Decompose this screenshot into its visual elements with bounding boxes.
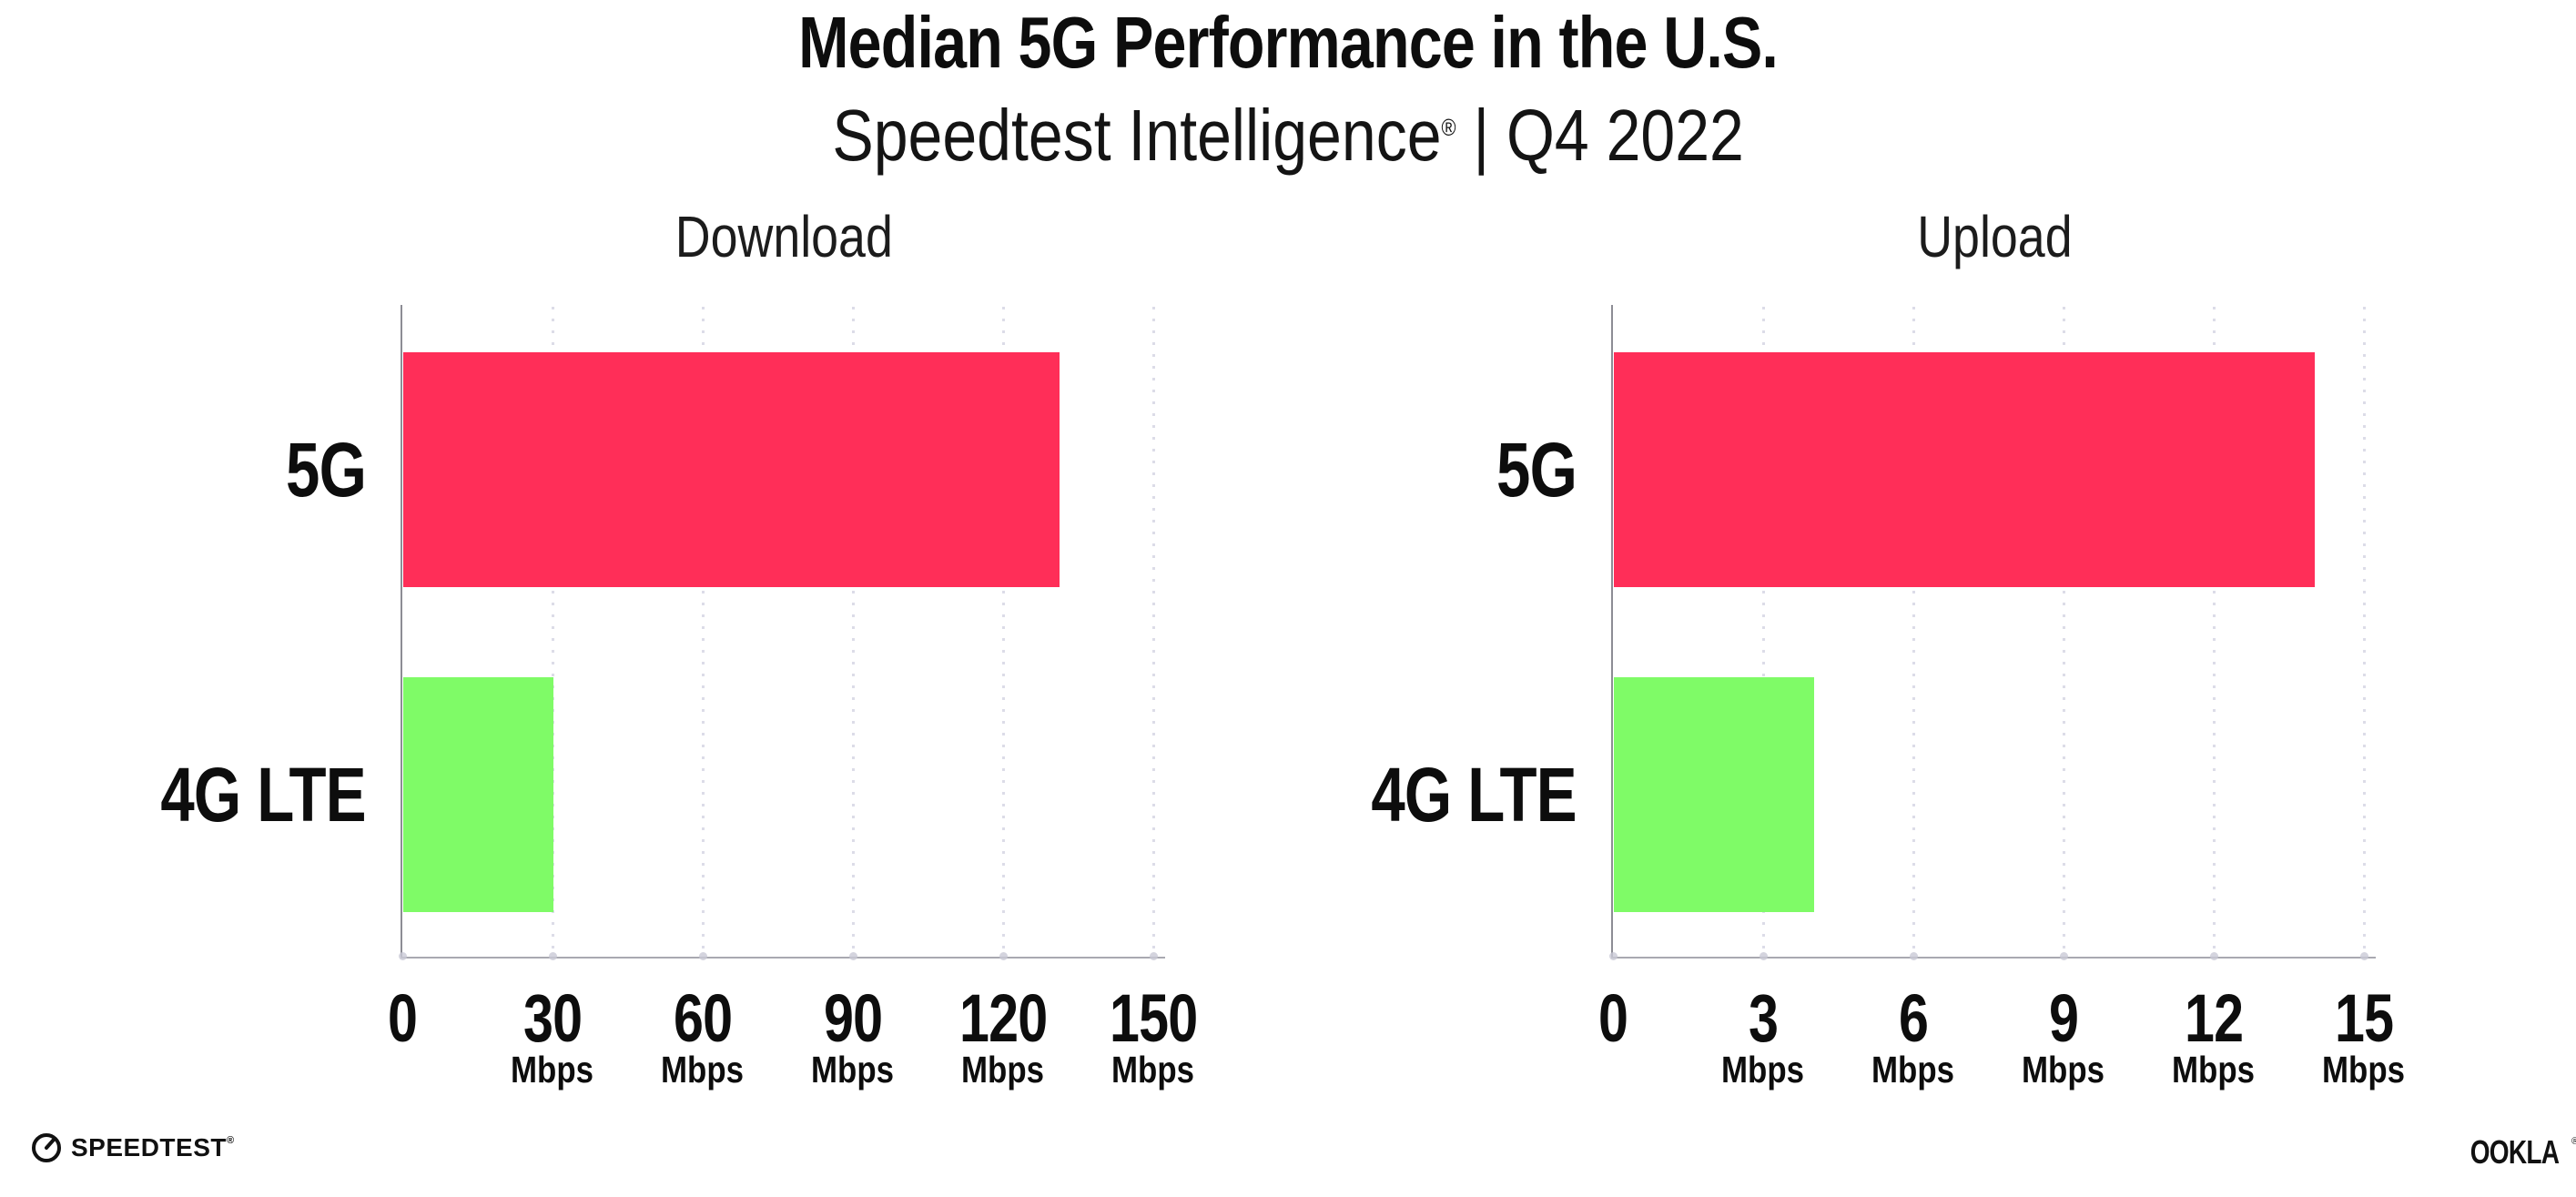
- gridline-120: [1002, 307, 1005, 957]
- category-label-4g-lte: 4G LTE: [160, 752, 367, 837]
- tick-mark-150: [1150, 952, 1158, 960]
- speedtest-logo: SPEEDTEST®: [30, 1131, 235, 1164]
- speedtest-registered-icon: ®: [226, 1135, 235, 1146]
- bar-4g-lte: [1614, 677, 1814, 912]
- subtitle-period: | Q4 2022: [1455, 94, 1744, 176]
- ookla-logo: OOKLA ®: [2458, 1136, 2576, 1169]
- gridline-9: [2063, 307, 2065, 957]
- upload-x-axis-line: [1611, 957, 2376, 959]
- download-chart-title: Download: [674, 204, 893, 269]
- tick-mark-0: [399, 952, 407, 960]
- tick-mark-30: [549, 952, 557, 960]
- x-tick-unit-90: Mbps: [811, 1049, 895, 1090]
- x-tick-label-30: 30: [522, 980, 583, 1056]
- tick-mark-60: [699, 952, 707, 960]
- x-tick-unit-30: Mbps: [511, 1049, 594, 1090]
- x-tick-label-15: 15: [2334, 980, 2394, 1056]
- subtitle-brand: Speedtest Intelligence: [832, 94, 1442, 176]
- gridline-60: [702, 307, 705, 957]
- category-label-5g: 5G: [285, 427, 367, 512]
- x-tick-label-0: 0: [387, 980, 418, 1056]
- x-tick-label-9: 9: [2048, 980, 2079, 1056]
- x-tick-label-90: 90: [823, 980, 883, 1056]
- x-tick-label-12: 12: [2184, 980, 2244, 1056]
- tick-mark-90: [849, 952, 857, 960]
- bar-5g: [403, 352, 1060, 587]
- x-tick-unit-12: Mbps: [2172, 1049, 2256, 1090]
- tick-mark-0: [1609, 952, 1618, 960]
- x-tick-unit-15: Mbps: [2322, 1049, 2406, 1090]
- category-label-4g-lte: 4G LTE: [1371, 752, 1577, 837]
- upload-y-axis-line: [1611, 305, 1613, 959]
- tick-mark-15: [2360, 952, 2368, 960]
- tick-mark-6: [1910, 952, 1918, 960]
- tick-mark-120: [999, 952, 1008, 960]
- x-tick-unit-150: Mbps: [1111, 1049, 1195, 1090]
- x-tick-label-150: 150: [1109, 980, 1198, 1056]
- category-label-5g: 5G: [1496, 427, 1577, 512]
- speedtest-gauge-icon: [32, 1133, 61, 1162]
- download-y-axis-line: [401, 305, 402, 959]
- page-title-text: Median 5G Performance in the U.S.: [798, 2, 1779, 83]
- speedtest-wordmark: SPEEDTEST®: [71, 1133, 235, 1161]
- x-tick-label-60: 60: [673, 980, 733, 1056]
- x-tick-unit-60: Mbps: [661, 1049, 745, 1090]
- x-tick-label-0: 0: [1597, 980, 1628, 1056]
- download-chart: Download 5G 4G LTE 0 30 Mbps 60 Mbps 90 Mbps 120…: [161, 204, 1198, 1090]
- bar-4g-lte: [403, 677, 553, 912]
- registered-trademark-icon: ®: [1441, 116, 1456, 141]
- download-x-axis-line: [401, 957, 1165, 959]
- x-tick-unit-120: Mbps: [961, 1049, 1045, 1090]
- x-tick-label-3: 3: [1748, 980, 1779, 1056]
- gridline-6: [1912, 307, 1915, 957]
- x-tick-label-120: 120: [958, 980, 1048, 1056]
- bar-5g: [1614, 352, 2315, 587]
- tick-mark-3: [1760, 952, 1768, 960]
- tick-mark-12: [2210, 952, 2218, 960]
- upload-chart: Upload 5G 4G LTE 0 3 Mbps 6 Mbps 9 Mbps 12 Mbps 15…: [1372, 204, 2406, 1090]
- x-tick-unit-3: Mbps: [1721, 1049, 1805, 1090]
- gridline-150: [1152, 307, 1155, 957]
- gridline-12: [2213, 307, 2216, 957]
- gridline-15: [2363, 307, 2366, 957]
- tick-mark-9: [2060, 952, 2068, 960]
- gridline-3: [1762, 307, 1765, 957]
- page-subtitle: Speedtest Intelligence® | Q4 2022: [0, 87, 2576, 177]
- gridline-30: [552, 307, 554, 957]
- x-tick-unit-6: Mbps: [1871, 1049, 1955, 1090]
- x-tick-unit-9: Mbps: [2022, 1049, 2105, 1090]
- x-tick-label-6: 6: [1898, 980, 1929, 1056]
- gridline-90: [852, 307, 855, 957]
- ookla-registered-icon: ®: [2571, 1136, 2576, 1147]
- upload-chart-title: Upload: [1916, 204, 2073, 269]
- page-title: Median 5G Performance in the U.S.: [0, 4, 2576, 82]
- ookla-wordmark: OOKLA: [2470, 1133, 2560, 1171]
